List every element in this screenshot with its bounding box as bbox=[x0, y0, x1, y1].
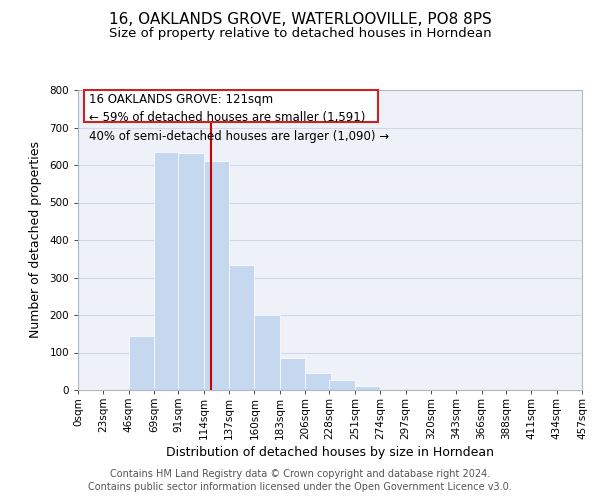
X-axis label: Distribution of detached houses by size in Horndean: Distribution of detached houses by size … bbox=[166, 446, 494, 459]
Text: Contains public sector information licensed under the Open Government Licence v3: Contains public sector information licen… bbox=[88, 482, 512, 492]
Bar bbox=[78, 389, 103, 390]
Bar bbox=[178, 153, 204, 390]
Bar bbox=[355, 386, 380, 390]
Bar bbox=[305, 373, 331, 390]
Bar bbox=[129, 336, 154, 390]
FancyBboxPatch shape bbox=[83, 90, 378, 122]
Bar bbox=[280, 358, 305, 390]
Bar bbox=[204, 161, 229, 390]
Text: Contains HM Land Registry data © Crown copyright and database right 2024.: Contains HM Land Registry data © Crown c… bbox=[110, 469, 490, 479]
Y-axis label: Number of detached properties: Number of detached properties bbox=[29, 142, 43, 338]
Bar bbox=[154, 152, 179, 390]
Text: Size of property relative to detached houses in Horndean: Size of property relative to detached ho… bbox=[109, 28, 491, 40]
Bar bbox=[229, 265, 254, 390]
Bar bbox=[557, 389, 582, 390]
Bar bbox=[329, 380, 355, 390]
Text: 16 OAKLANDS GROVE: 121sqm
← 59% of detached houses are smaller (1,591)
40% of se: 16 OAKLANDS GROVE: 121sqm ← 59% of detac… bbox=[89, 93, 389, 143]
Bar bbox=[254, 315, 280, 390]
Text: 16, OAKLANDS GROVE, WATERLOOVILLE, PO8 8PS: 16, OAKLANDS GROVE, WATERLOOVILLE, PO8 8… bbox=[109, 12, 491, 28]
